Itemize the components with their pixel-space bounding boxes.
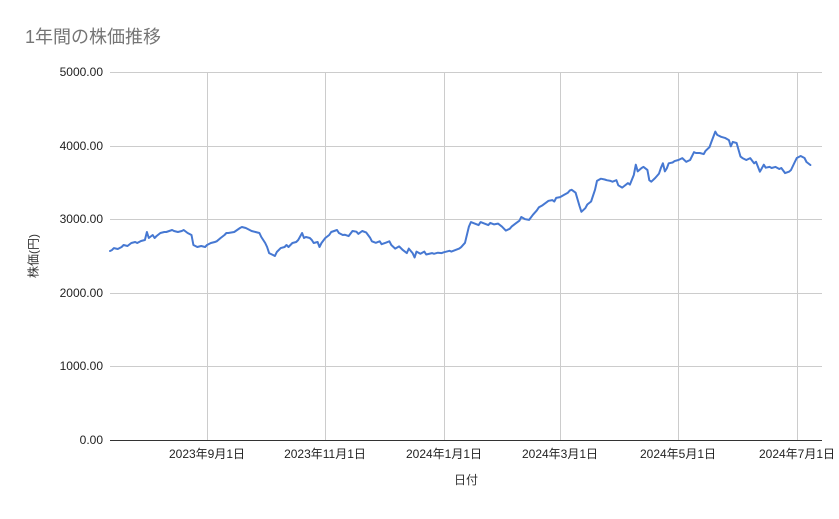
y-axis-title: 株価(円) bbox=[26, 234, 41, 278]
x-tick-label: 2023年9月1日 bbox=[169, 447, 245, 461]
y-tick-label: 5000.00 bbox=[60, 65, 104, 79]
x-axis-title: 日付 bbox=[453, 473, 478, 487]
x-tick-label: 2024年5月1日 bbox=[640, 447, 716, 461]
y-tick-label: 1000.00 bbox=[60, 359, 104, 373]
chart-title: 1年間の株価推移 bbox=[25, 27, 162, 47]
x-tick-label: 2023年11月1日 bbox=[284, 447, 366, 461]
y-tick-label: 4000.00 bbox=[60, 139, 104, 153]
y-tick-label: 2000.00 bbox=[60, 286, 104, 300]
y-tick-label: 0.00 bbox=[80, 433, 104, 447]
x-tick-label: 2024年3月1日 bbox=[522, 447, 598, 461]
stock-price-line-series bbox=[109, 130, 812, 259]
x-tick-label: 2024年7月1日 bbox=[759, 447, 835, 461]
y-tick-label: 3000.00 bbox=[60, 212, 104, 226]
x-tick-label: 2024年1月1日 bbox=[406, 447, 482, 461]
